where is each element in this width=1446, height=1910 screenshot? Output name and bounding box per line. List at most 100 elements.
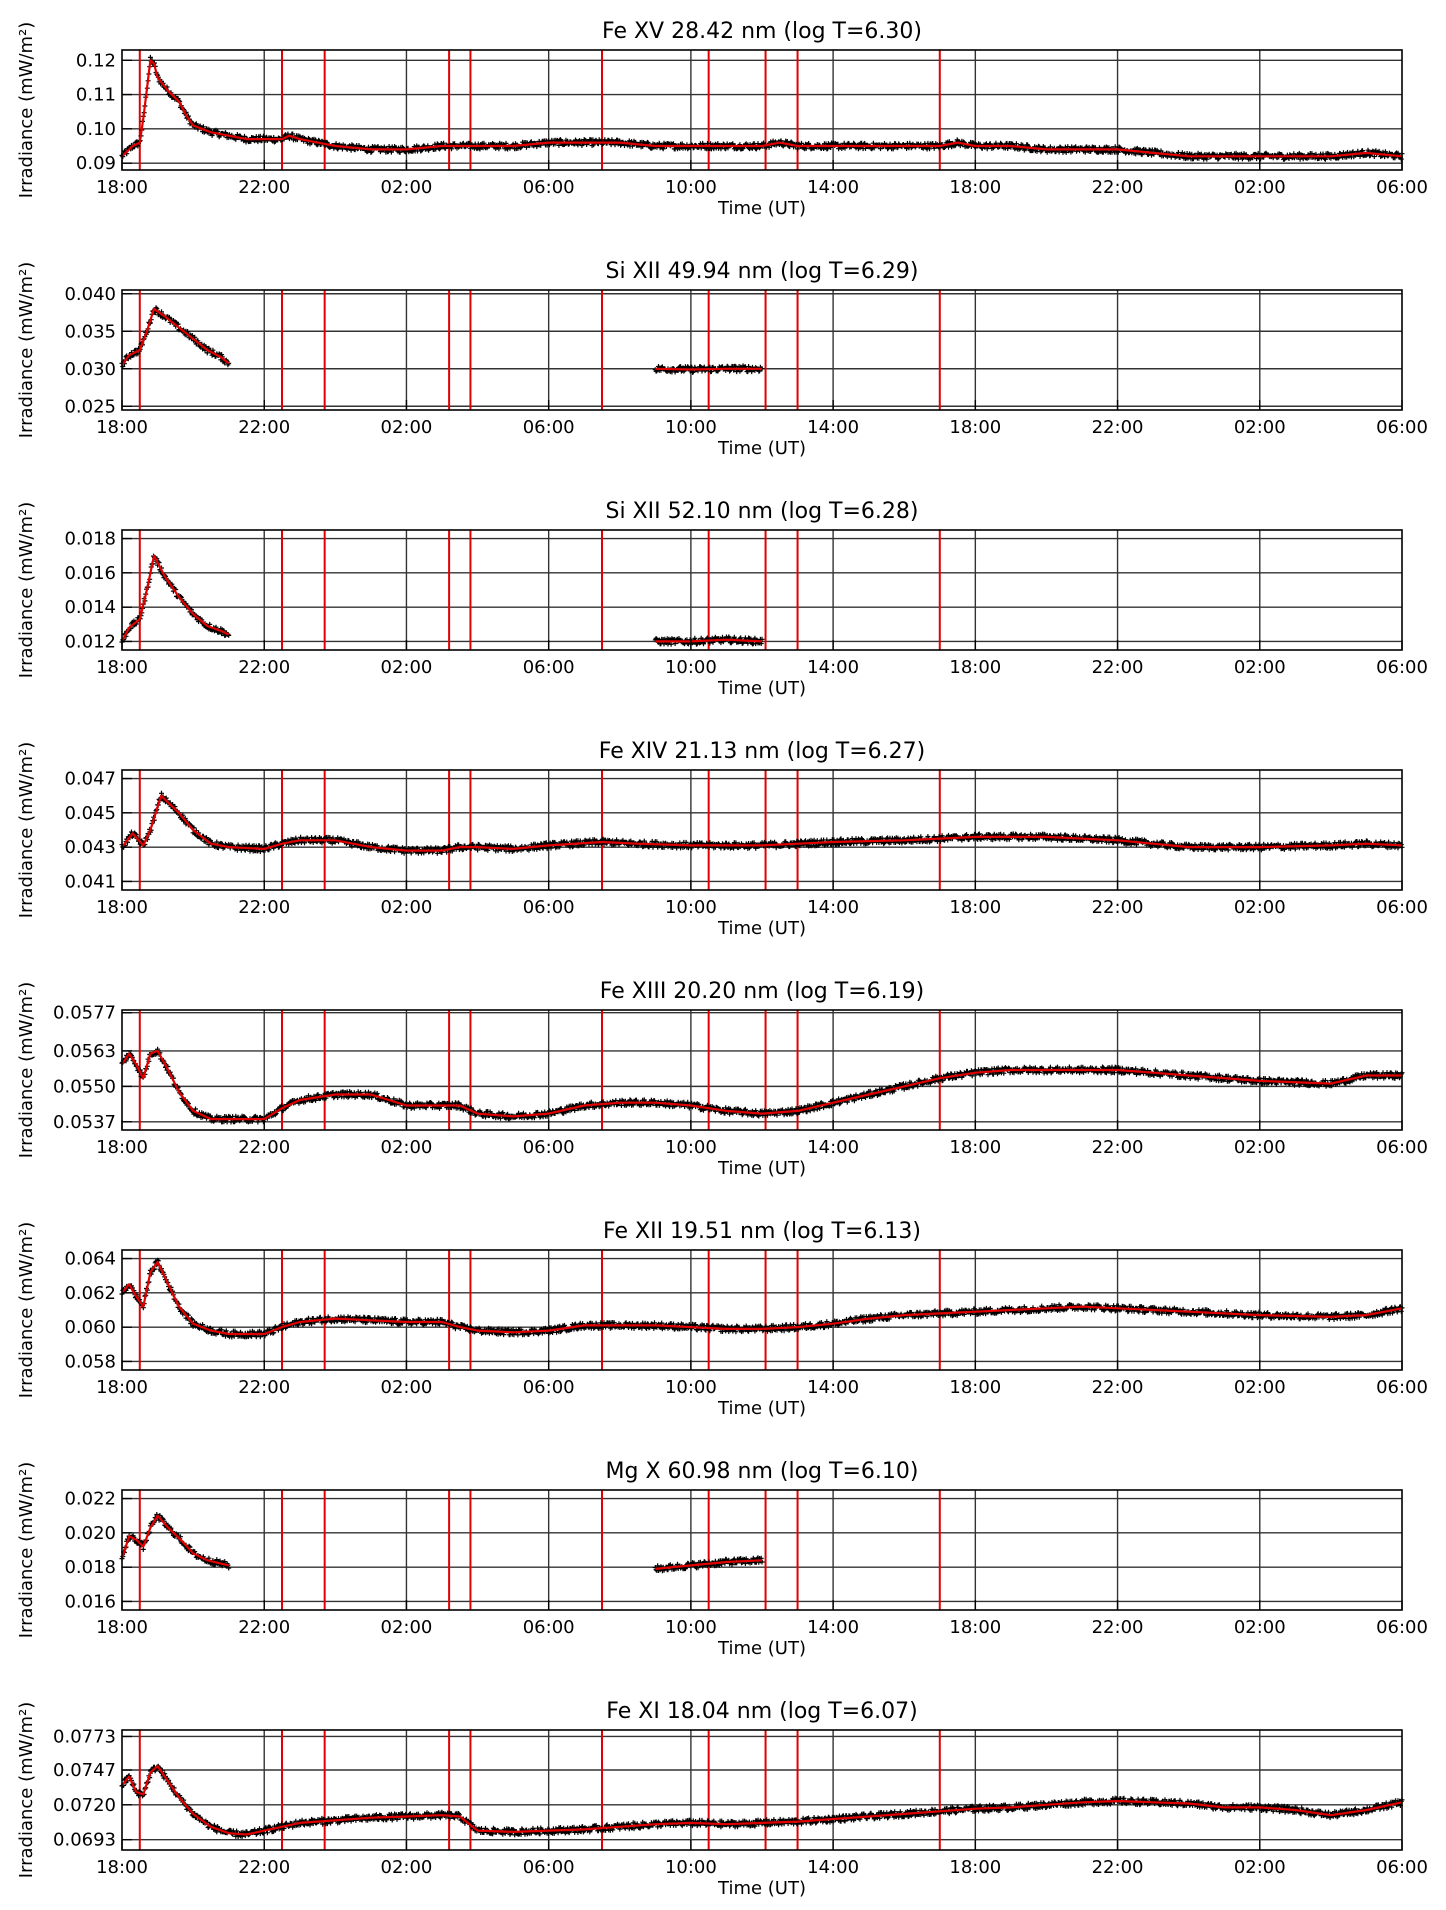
x-tick-label: 06:00: [523, 1377, 575, 1398]
plot-frame: [121, 289, 1403, 411]
y-tick-label: 0.043: [64, 837, 116, 858]
x-tick-label: 10:00: [665, 897, 717, 918]
x-tick-label: 18:00: [96, 897, 148, 918]
x-tick-label: 18:00: [949, 1617, 1001, 1638]
data-points: [119, 305, 232, 369]
y-axis-label: Irradiance (mW/m²): [16, 1462, 37, 1639]
panel-title: Fe XV 28.42 nm (log T=6.30): [602, 19, 922, 44]
panel-title: Fe XIII 20.20 nm (log T=6.19): [600, 979, 924, 1004]
panel-title: Fe XI 18.04 nm (log T=6.07): [606, 1699, 917, 1724]
plot-frame: [121, 769, 1403, 891]
y-tick-label: 0.064: [64, 1249, 116, 1270]
fit-line: [655, 638, 763, 643]
y-tick-label: 0.060: [64, 1317, 116, 1338]
y-tick-label: 0.11: [76, 85, 116, 106]
x-axis-label: Time (UT): [717, 1638, 806, 1659]
y-tick-label: 0.018: [64, 529, 116, 550]
x-tick-label: 06:00: [523, 177, 575, 198]
y-tick-label: 0.020: [64, 1523, 116, 1544]
y-tick-label: 0.0550: [53, 1076, 116, 1097]
fit-line: [121, 554, 230, 642]
x-tick-label: 10:00: [665, 1857, 717, 1878]
y-tick-label: 0.0537: [53, 1112, 116, 1133]
x-tick-label: 02:00: [381, 897, 433, 918]
x-tick-label: 06:00: [523, 1137, 575, 1158]
x-tick-label: 18:00: [96, 177, 148, 198]
x-tick-label: 06:00: [523, 657, 575, 678]
x-tick-label: 06:00: [1376, 897, 1428, 918]
plot-frame: [121, 1729, 1403, 1851]
fit-line: [655, 367, 762, 371]
panel-6: 0.058 0.060 0.062 0.064 18:00 22:00 02:00 06:00…: [16, 1219, 1428, 1419]
panel-5: 0.0537 0.0550 0.0563 0.0577 18:00 22:00 02:00 0…: [16, 979, 1428, 1179]
x-tick-label: 22:00: [1092, 897, 1144, 918]
y-axis-label: Irradiance (mW/m²): [16, 262, 37, 439]
x-tick-label: 02:00: [1234, 177, 1286, 198]
panel-title: Mg X 60.98 nm (log T=6.10): [606, 1459, 919, 1484]
y-tick-label: 0.022: [64, 1489, 116, 1510]
x-tick-label: 02:00: [1234, 897, 1286, 918]
y-tick-label: 0.014: [64, 597, 116, 618]
x-tick-label: 14:00: [807, 1857, 859, 1878]
x-tick-label: 02:00: [1234, 1857, 1286, 1878]
x-axis-label: Time (UT): [717, 1398, 806, 1419]
x-tick-label: 14:00: [807, 657, 859, 678]
x-tick-label: 06:00: [1376, 177, 1428, 198]
x-tick-label: 02:00: [1234, 1617, 1286, 1638]
x-tick-label: 18:00: [949, 1377, 1001, 1398]
fit-line: [121, 1260, 1403, 1336]
fit-line: [121, 1765, 1403, 1836]
y-tick-label: 0.058: [64, 1351, 116, 1372]
x-tick-label: 22:00: [238, 417, 290, 438]
y-tick-label: 0.016: [64, 1591, 116, 1612]
x-tick-label: 22:00: [1092, 1857, 1144, 1878]
panel-title: Si XII 52.10 nm (log T=6.28): [605, 499, 918, 524]
x-axis-label: Time (UT): [717, 438, 806, 459]
x-tick-label: 06:00: [1376, 417, 1428, 438]
x-tick-label: 22:00: [238, 1857, 290, 1878]
y-tick-label: 0.10: [76, 119, 116, 140]
panel-title: Fe XII 19.51 nm (log T=6.13): [603, 1219, 921, 1244]
y-tick-label: 0.047: [64, 769, 116, 790]
x-tick-label: 06:00: [1376, 1617, 1428, 1638]
x-tick-label: 18:00: [96, 1617, 148, 1638]
x-tick-label: 02:00: [1234, 417, 1286, 438]
x-tick-label: 02:00: [381, 1137, 433, 1158]
x-axis-label: Time (UT): [717, 198, 806, 219]
x-tick-label: 22:00: [238, 657, 290, 678]
panel-1: 0.09 0.10 0.11 0.12 18:00 22:00 02:00 06:00 10:0…: [16, 19, 1428, 219]
x-tick-label: 06:00: [523, 1617, 575, 1638]
x-tick-label: 22:00: [238, 1617, 290, 1638]
x-tick-label: 02:00: [1234, 1137, 1286, 1158]
x-tick-label: 18:00: [96, 417, 148, 438]
x-tick-label: 10:00: [665, 1377, 717, 1398]
x-tick-label: 22:00: [1092, 657, 1144, 678]
y-tick-label: 0.030: [64, 359, 116, 380]
x-tick-label: 02:00: [381, 417, 433, 438]
x-tick-label: 10:00: [665, 417, 717, 438]
panel-7: 0.016 0.018 0.020 0.022 18:00 22:00 02:00 06:00…: [16, 1459, 1428, 1659]
panel-3: 0.012 0.014 0.016 0.018 18:00 22:00 02:00 06:00…: [16, 499, 1428, 699]
x-tick-label: 18:00: [949, 1137, 1001, 1158]
x-tick-label: 06:00: [523, 417, 575, 438]
x-axis-label: Time (UT): [717, 678, 806, 699]
plot-frame: [121, 1009, 1403, 1131]
x-tick-label: 18:00: [949, 1857, 1001, 1878]
y-tick-label: 0.035: [64, 321, 116, 342]
x-tick-label: 18:00: [96, 1857, 148, 1878]
x-tick-label: 10:00: [665, 177, 717, 198]
y-tick-label: 0.0773: [53, 1726, 116, 1747]
plot-frame: [121, 1489, 1403, 1611]
y-tick-label: 0.0720: [53, 1795, 116, 1816]
y-tick-label: 0.09: [76, 153, 116, 174]
x-tick-label: 02:00: [1234, 657, 1286, 678]
y-axis-label: Irradiance (mW/m²): [16, 982, 37, 1159]
x-tick-label: 10:00: [665, 1137, 717, 1158]
fit-line: [121, 794, 1403, 852]
x-axis-label: Time (UT): [717, 1158, 806, 1179]
x-tick-label: 06:00: [523, 1857, 575, 1878]
y-axis-label: Irradiance (mW/m²): [16, 22, 37, 199]
x-tick-label: 18:00: [949, 417, 1001, 438]
x-tick-label: 14:00: [807, 177, 859, 198]
